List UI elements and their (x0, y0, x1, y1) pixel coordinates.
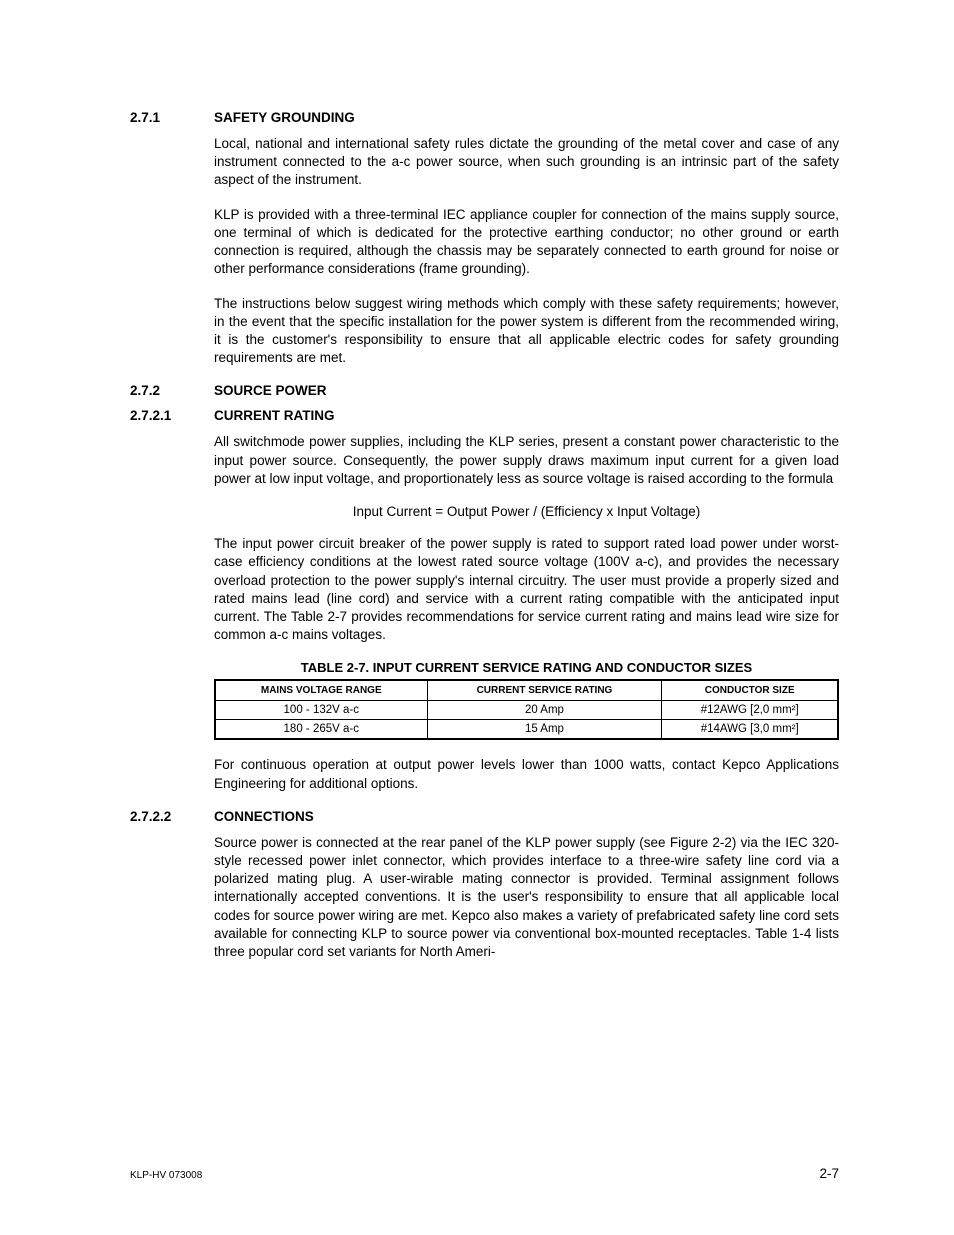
section-heading-2721: 2.7.2.1 CURRENT RATING (130, 408, 839, 423)
page-footer: KLP-HV 073008 2-7 (130, 1166, 839, 1181)
table-header-cell: CONDUCTOR SIZE (662, 680, 838, 701)
paragraph: For continuous operation at output power… (214, 756, 839, 792)
paragraph: The instructions below suggest wiring me… (214, 295, 839, 368)
footer-doc-id: KLP-HV 073008 (130, 1170, 202, 1181)
section-number: 2.7.2.1 (130, 408, 214, 423)
section-heading-272: 2.7.2 SOURCE POWER (130, 383, 839, 398)
table-caption: TABLE 2-7. INPUT CURRENT SERVICE RATING … (214, 660, 839, 675)
section-title: SAFETY GROUNDING (214, 110, 355, 125)
table-cell: #12AWG [2,0 mm²] (662, 701, 838, 720)
table-cell: 100 - 132V a-c (215, 701, 427, 720)
table-header-cell: MAINS VOLTAGE RANGE (215, 680, 427, 701)
footer-page-number: 2-7 (819, 1166, 839, 1181)
table-27: MAINS VOLTAGE RANGE CURRENT SERVICE RATI… (214, 679, 839, 740)
section-title: CURRENT RATING (214, 408, 335, 423)
table-cell: 180 - 265V a-c (215, 720, 427, 740)
section-title: SOURCE POWER (214, 383, 327, 398)
section-heading-2722: 2.7.2.2 CONNECTIONS (130, 809, 839, 824)
section-heading-271: 2.7.1 SAFETY GROUNDING (130, 110, 839, 125)
paragraph: Source power is connected at the rear pa… (214, 834, 839, 962)
section-title: CONNECTIONS (214, 809, 314, 824)
section-number: 2.7.2 (130, 383, 214, 398)
paragraph: Local, national and international safety… (214, 135, 839, 190)
table-row: 180 - 265V a-c 15 Amp #14AWG [3,0 mm²] (215, 720, 838, 740)
paragraph: KLP is provided with a three-terminal IE… (214, 206, 839, 279)
section-number: 2.7.2.2 (130, 809, 214, 824)
table-cell: 20 Amp (427, 701, 662, 720)
table-header-cell: CURRENT SERVICE RATING (427, 680, 662, 701)
paragraph: All switchmode power supplies, including… (214, 433, 839, 488)
section-number: 2.7.1 (130, 110, 214, 125)
paragraph: The input power circuit breaker of the p… (214, 535, 839, 644)
table-row: 100 - 132V a-c 20 Amp #12AWG [2,0 mm²] (215, 701, 838, 720)
formula: Input Current = Output Power / (Efficien… (214, 504, 839, 519)
table-header-row: MAINS VOLTAGE RANGE CURRENT SERVICE RATI… (215, 680, 838, 701)
document-page: 2.7.1 SAFETY GROUNDING Local, national a… (0, 0, 954, 1235)
table-cell: #14AWG [3,0 mm²] (662, 720, 838, 740)
table-cell: 15 Amp (427, 720, 662, 740)
